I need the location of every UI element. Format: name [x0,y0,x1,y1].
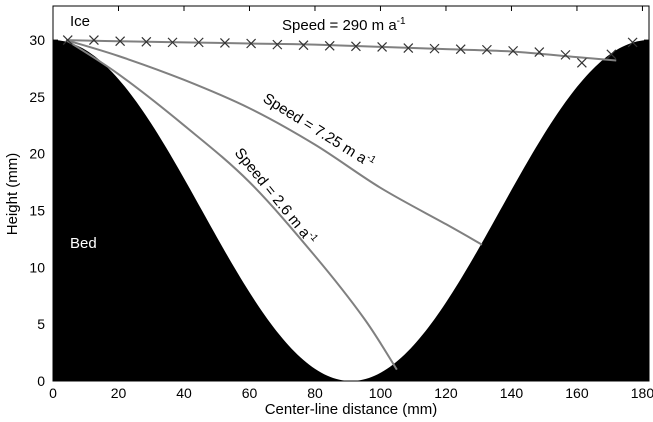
x-axis-title: Center-line distance (mm) [265,401,438,418]
x-tick-label: 60 [242,385,258,401]
y-tick-label: 30 [29,32,45,48]
x-tick-label: 120 [434,385,458,401]
marker-x [324,40,335,51]
marker-x [115,36,126,47]
marker-x [560,49,571,60]
y-tick-label: 20 [29,146,45,162]
x-tick-label: 100 [369,385,393,401]
x-tick-label: 140 [500,385,524,401]
marker-x [193,37,204,48]
x-tick-label: 0 [49,385,57,401]
ice-label: Ice [70,13,90,30]
marker-x [350,41,361,52]
series-line-2-6 [65,39,398,371]
x-tick-label: 20 [111,385,127,401]
y-tick-label: 0 [37,373,45,389]
marker-x [576,57,587,68]
series-line-7-25 [65,39,483,246]
marker-x [481,44,492,55]
x-tick-label: 80 [307,385,323,401]
marker-x [455,44,466,55]
bed-label: Bed [70,235,97,252]
marker-x [62,35,73,46]
marker-x [89,35,99,46]
marker-x [627,37,638,48]
marker-x [429,43,440,54]
marker-x [606,49,617,60]
y-tick-label: 5 [37,316,45,332]
series-label-290: Speed = 290 m a-1 [282,16,406,34]
bed-surface [53,40,649,381]
marker-x [246,38,257,49]
y-tick-label: 25 [29,89,45,105]
y-axis-title: Height (mm) [4,153,21,236]
marker-x [534,47,545,57]
plot-frame [52,5,650,382]
x-tick-label: 160 [565,385,589,401]
marker-x [377,41,388,52]
x-tick-label: 180 [631,385,653,401]
y-tick-label: 15 [29,203,45,219]
marker-x [298,40,309,51]
marker-x [272,39,283,50]
x-tick-label: 40 [176,385,192,401]
marker-x [167,37,178,48]
marker-x [219,38,230,48]
marker-x [403,43,414,53]
marker-x [141,36,152,47]
marker-x [508,45,519,56]
y-tick-label: 10 [29,259,45,275]
